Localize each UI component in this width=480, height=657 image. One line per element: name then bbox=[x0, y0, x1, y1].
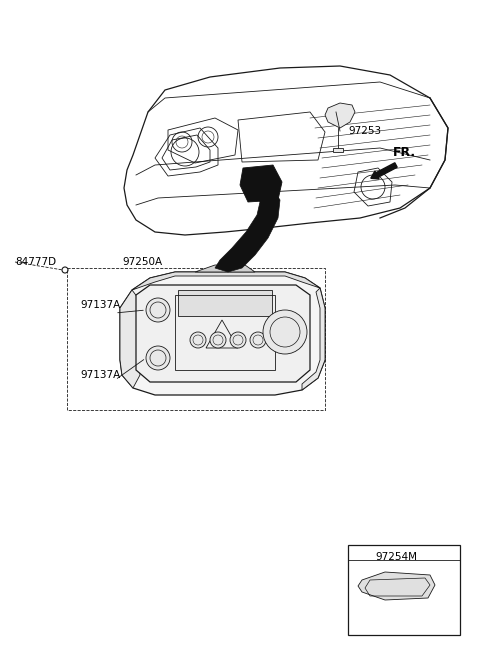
Bar bbox=[67, 268, 325, 410]
Text: 97253: 97253 bbox=[348, 126, 381, 136]
Polygon shape bbox=[132, 272, 320, 290]
Circle shape bbox=[230, 332, 246, 348]
Polygon shape bbox=[120, 272, 325, 395]
Circle shape bbox=[146, 346, 170, 370]
Circle shape bbox=[263, 310, 307, 354]
Text: 97137A: 97137A bbox=[80, 370, 120, 380]
Circle shape bbox=[210, 332, 226, 348]
Text: 97254M: 97254M bbox=[375, 552, 417, 562]
Text: 84777D: 84777D bbox=[15, 257, 56, 267]
Polygon shape bbox=[302, 288, 325, 390]
Polygon shape bbox=[333, 148, 343, 152]
Polygon shape bbox=[215, 187, 280, 272]
Polygon shape bbox=[325, 103, 355, 128]
Polygon shape bbox=[240, 165, 282, 202]
Polygon shape bbox=[358, 572, 435, 600]
Polygon shape bbox=[178, 290, 272, 316]
Circle shape bbox=[250, 332, 266, 348]
Polygon shape bbox=[136, 285, 310, 382]
Bar bbox=[208, 293, 226, 301]
FancyArrow shape bbox=[371, 163, 397, 179]
Circle shape bbox=[146, 298, 170, 322]
Bar bbox=[348, 545, 460, 635]
Text: FR.: FR. bbox=[393, 145, 416, 158]
Text: 97250A: 97250A bbox=[122, 257, 162, 267]
Polygon shape bbox=[195, 265, 255, 272]
Polygon shape bbox=[120, 290, 140, 388]
Circle shape bbox=[190, 332, 206, 348]
Text: 97137A: 97137A bbox=[80, 300, 120, 310]
Bar bbox=[230, 293, 248, 301]
Bar bbox=[252, 293, 270, 301]
